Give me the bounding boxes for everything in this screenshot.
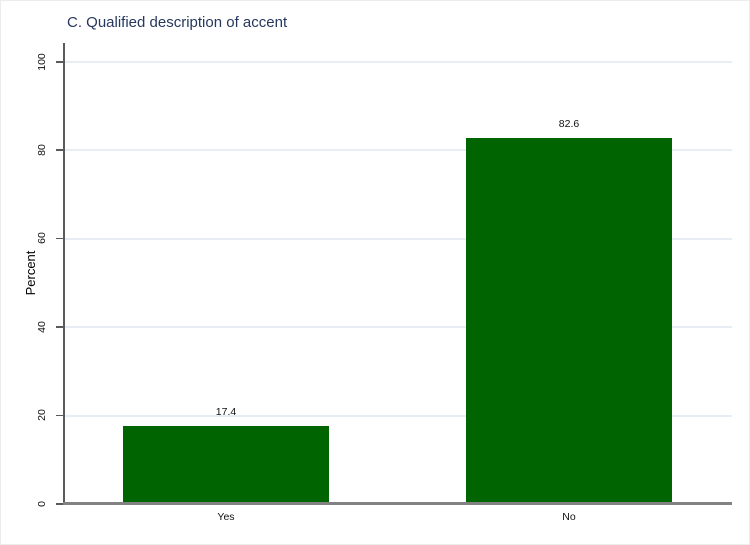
y-tick-label-100: 100 — [36, 52, 48, 71]
gridline-80 — [64, 149, 732, 152]
y-tick-40: 40 — [36, 321, 64, 333]
gridline-100 — [64, 61, 732, 63]
y-tick-label-80: 80 — [36, 144, 48, 156]
x-category-label-yes: Yes — [217, 511, 235, 523]
y-tick-80: 80 — [36, 144, 64, 156]
gridline-40 — [64, 326, 732, 329]
y-tick-100: 100 — [36, 53, 64, 70]
y-tick-label-40: 40 — [36, 320, 48, 333]
bar-no — [466, 137, 672, 503]
x-axis-line — [63, 501, 732, 505]
y-tick-20: 20 — [36, 409, 64, 421]
bar-value-label-yes: 17.4 — [215, 406, 237, 419]
y-tick-label-20: 20 — [36, 409, 48, 421]
y-tick-label-60: 60 — [36, 232, 48, 245]
y-tick-60: 60 — [36, 232, 64, 244]
x-category-label-no: No — [562, 511, 576, 523]
y-axis-line — [63, 43, 65, 504]
y-axis-title: Percent — [23, 250, 38, 296]
plot-area: 0 20 40 60 80 100 17.4 82.6 Yes No — [36, 43, 732, 523]
y-tick-0: 0 — [36, 501, 64, 506]
chart-title: C. Qualified description of accent — [67, 14, 288, 31]
gridline-60 — [64, 237, 732, 240]
y-tick-label-0: 0 — [36, 500, 48, 507]
gridline-20 — [64, 414, 732, 417]
bar-value-label-no: 82.6 — [558, 117, 580, 130]
bar-yes — [123, 426, 329, 503]
